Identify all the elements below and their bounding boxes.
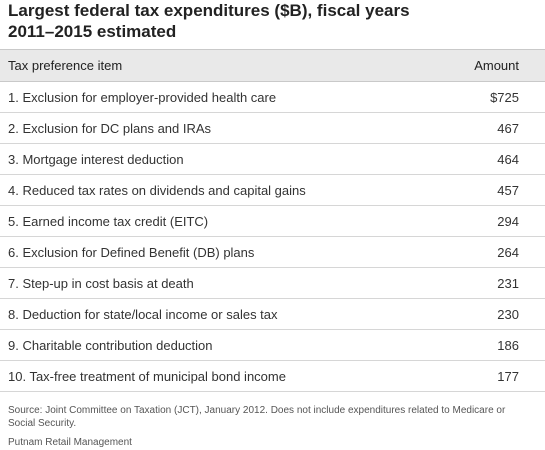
title-line-1: Largest federal tax expenditures ($B), f… xyxy=(8,1,410,20)
row-amount: 294 xyxy=(497,213,519,229)
row-item-label: 2. Exclusion for DC plans and IRAs xyxy=(8,120,212,136)
row-item-label: 1. Exclusion for employer-provided healt… xyxy=(8,89,277,105)
row-amount: 177 xyxy=(497,368,519,384)
row-amount: 464 xyxy=(497,151,519,167)
table-row: 7. Step-up in cost basis at death 231 xyxy=(0,268,545,299)
title-line-2: 2011–2015 estimated xyxy=(8,22,177,41)
row-item-label: 9. Charitable contribution deduction xyxy=(8,337,213,353)
column-header-amount: Amount xyxy=(474,58,519,73)
row-amount: 467 xyxy=(497,120,519,136)
tax-expenditures-table: Tax preference item Amount 1. Exclusion … xyxy=(0,49,545,392)
row-amount: 186 xyxy=(497,337,519,353)
table-row: 4. Reduced tax rates on dividends and ca… xyxy=(0,175,545,206)
table-row: 2. Exclusion for DC plans and IRAs 467 xyxy=(0,113,545,144)
row-item-label: 5. Earned income tax credit (EITC) xyxy=(8,213,209,229)
row-amount: 230 xyxy=(497,306,519,322)
row-amount: 231 xyxy=(497,275,519,291)
row-item-label: 10. Tax-free treatment of municipal bond… xyxy=(8,368,286,384)
table-row: 8. Deduction for state/local income or s… xyxy=(0,299,545,330)
column-header-item: Tax preference item xyxy=(8,58,123,73)
row-item-label: 4. Reduced tax rates on dividends and ca… xyxy=(8,182,306,198)
row-item-label: 3. Mortgage interest deduction xyxy=(8,151,184,167)
table-header: Tax preference item Amount xyxy=(0,49,545,82)
chart-title: Largest federal tax expenditures ($B), f… xyxy=(8,0,528,42)
table-body: 1. Exclusion for employer-provided healt… xyxy=(0,82,545,392)
table-row: 5. Earned income tax credit (EITC) 294 xyxy=(0,206,545,237)
table-row: 10. Tax-free treatment of municipal bond… xyxy=(0,361,545,392)
row-amount: $725 xyxy=(490,89,519,105)
table-row: 3. Mortgage interest deduction 464 xyxy=(0,144,545,175)
table-row: 6. Exclusion for Defined Benefit (DB) pl… xyxy=(0,237,545,268)
row-item-label: 6. Exclusion for Defined Benefit (DB) pl… xyxy=(8,244,255,260)
row-amount: 264 xyxy=(497,244,519,260)
row-item-label: 8. Deduction for state/local income or s… xyxy=(8,306,278,322)
source-note: Source: Joint Committee on Taxation (JCT… xyxy=(8,405,506,429)
table-row: 9. Charitable contribution deduction 186 xyxy=(0,330,545,361)
row-item-label: 7. Step-up in cost basis at death xyxy=(8,275,194,291)
brand-footer: Putnam Retail Management xyxy=(8,437,132,448)
row-amount: 457 xyxy=(497,182,519,198)
table-row: 1. Exclusion for employer-provided healt… xyxy=(0,82,545,113)
